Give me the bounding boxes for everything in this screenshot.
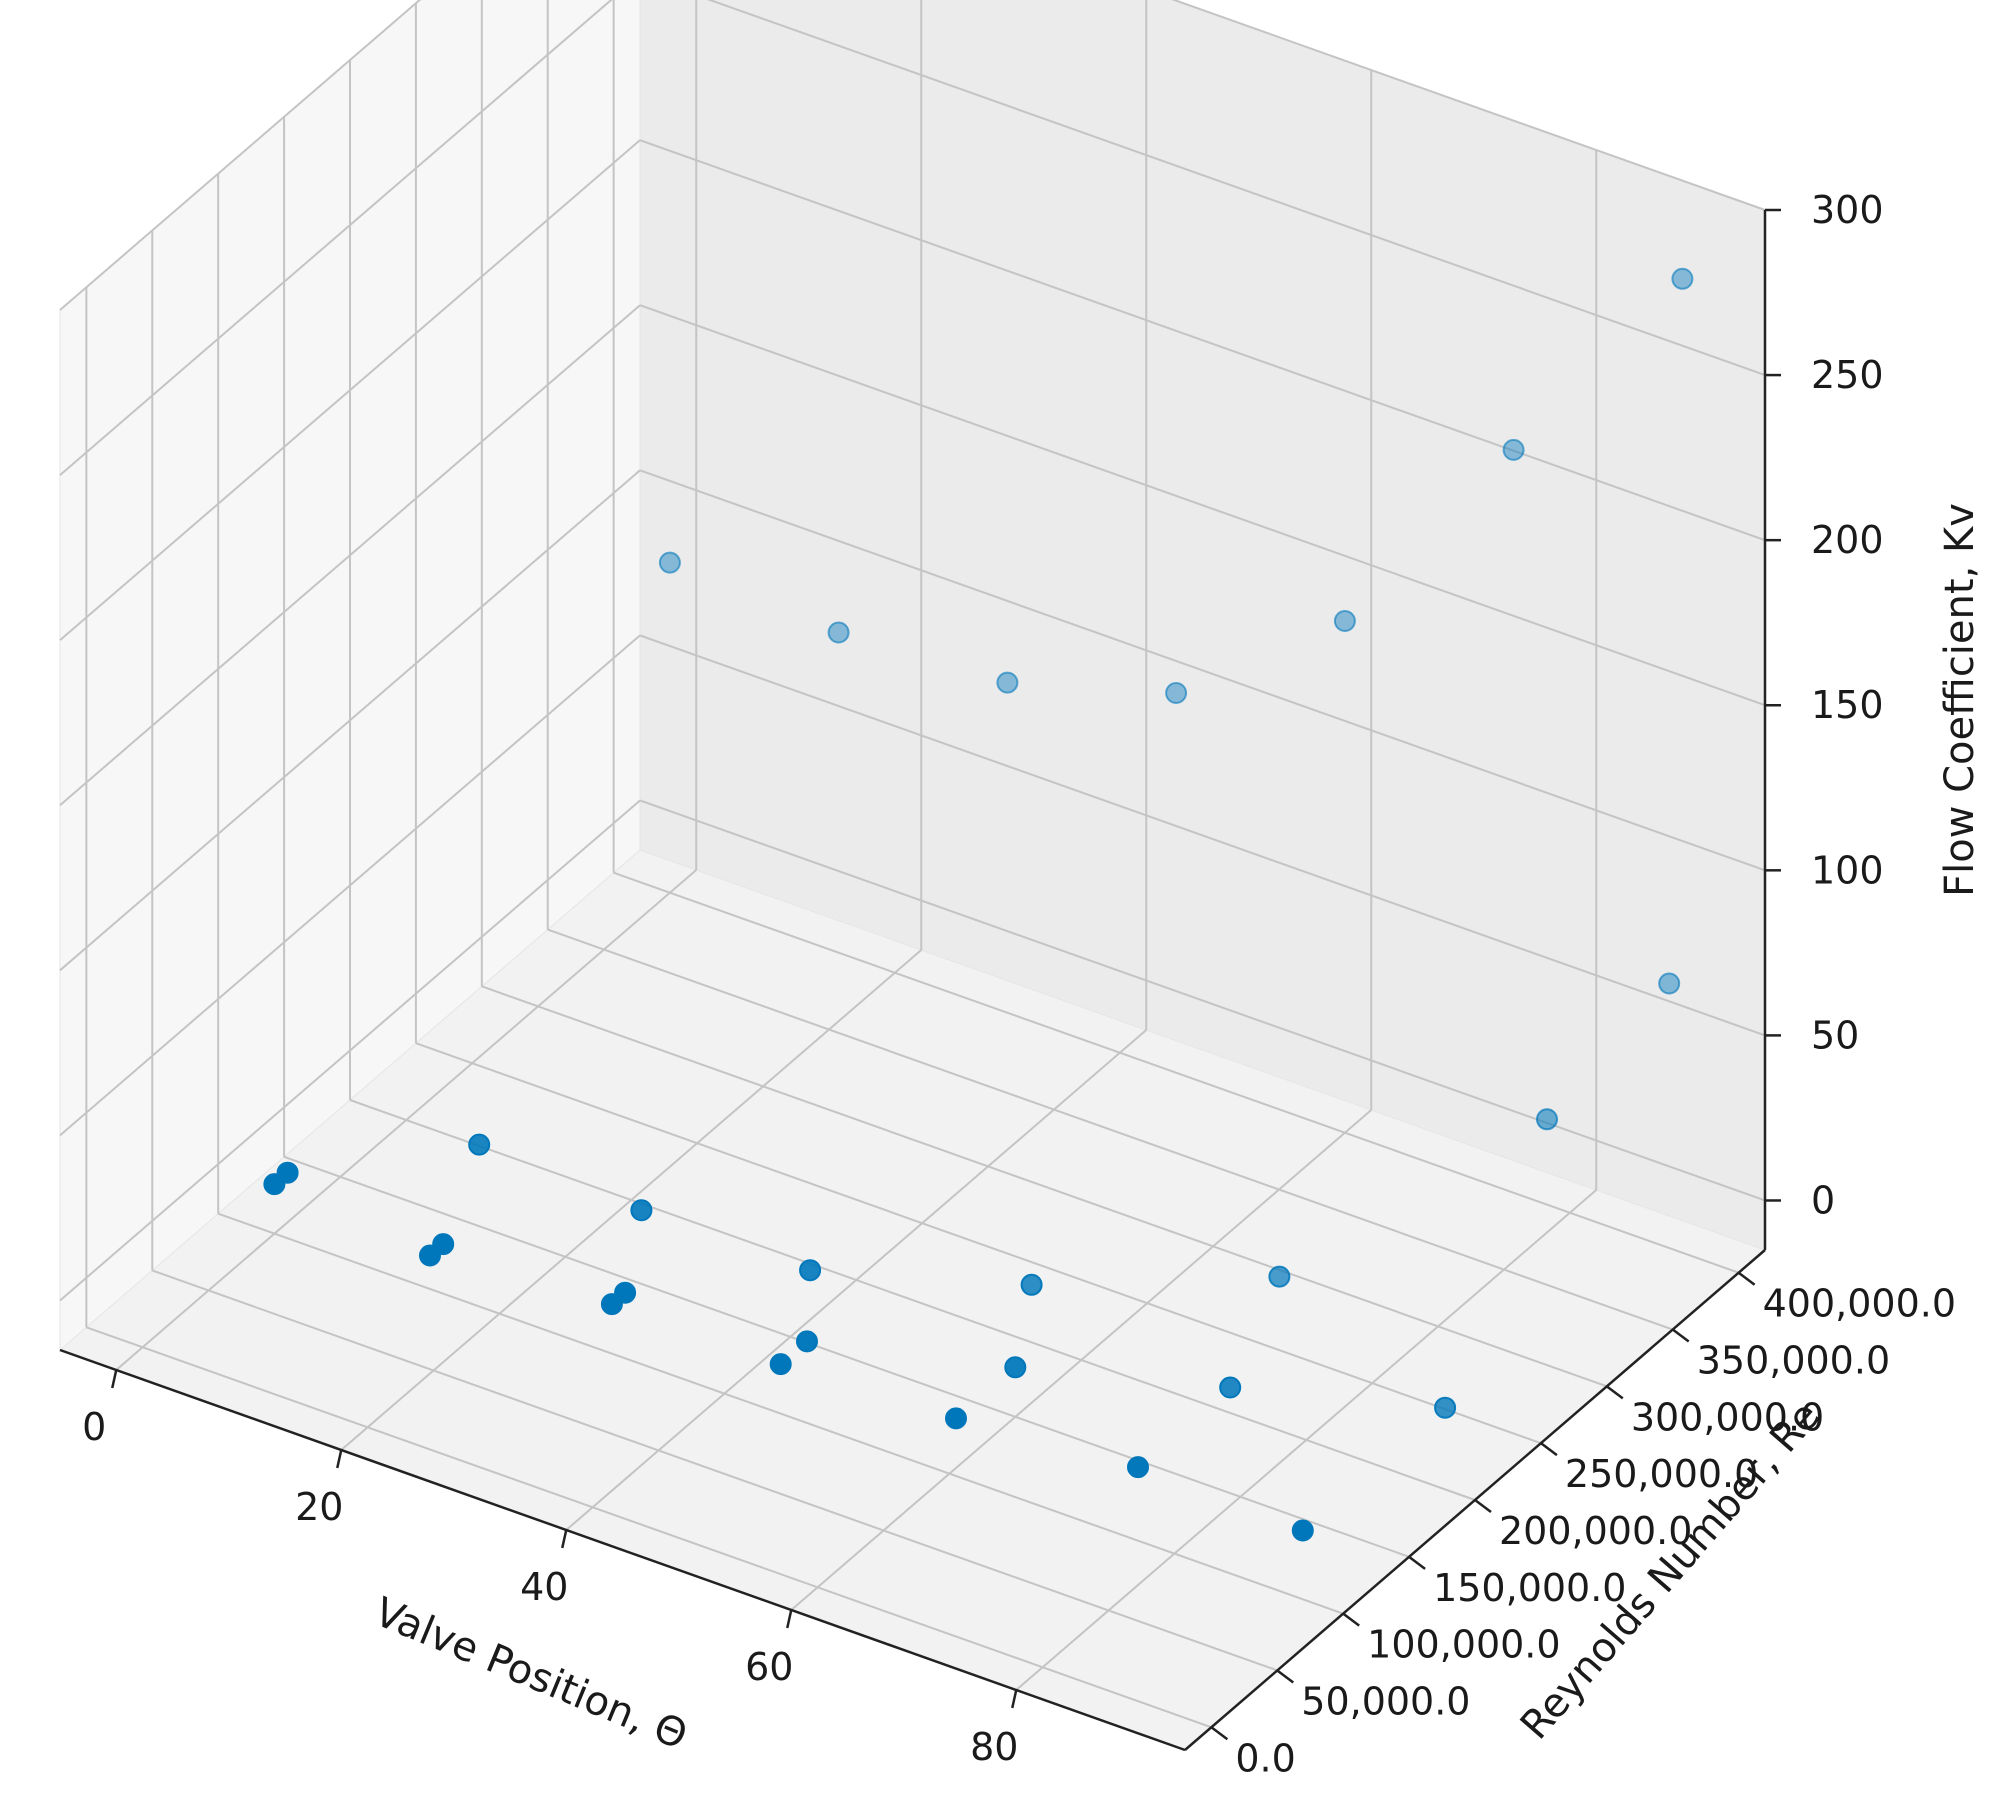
y-tick [1737, 1271, 1756, 1286]
y-tick [1474, 1499, 1492, 1513]
z-tick-label: 300 [1811, 188, 1884, 232]
grid-line-z-back [639, 469, 1766, 872]
tick-marks [111, 208, 1781, 1741]
data-point [1333, 610, 1356, 632]
grid-line-z-left [59, 0, 613, 476]
grid-line-y-floor [481, 985, 1608, 1388]
z-tick-label: 250 [1811, 353, 1884, 397]
x-tick-label: 60 [745, 1645, 793, 1689]
z-tick-label: 150 [1811, 683, 1884, 727]
data-point [1291, 1519, 1314, 1542]
z-tick-label: 200 [1811, 518, 1884, 562]
y-tick [1276, 1669, 1295, 1684]
data-point [263, 1173, 286, 1196]
grid-line-y-floor [86, 1326, 1212, 1729]
y-tick [1342, 1612, 1360, 1627]
x-tick-label: 0 [82, 1405, 106, 1449]
grid-line-y-floor [217, 1212, 1344, 1615]
grid-line-z-back [1171, 0, 1766, 211]
grid-line-z-left [59, 634, 641, 1137]
grid-line-z-left [59, 799, 641, 1302]
grid-line-z-left [59, 469, 641, 972]
z-tick-label: 100 [1811, 848, 1884, 892]
data-point [1434, 1396, 1457, 1419]
data-point [1127, 1456, 1149, 1479]
data-point [419, 1244, 441, 1267]
y-tick [1671, 1328, 1690, 1343]
z-tick-label: 50 [1811, 1013, 1859, 1057]
data-point [945, 1407, 967, 1430]
y-tick-label: 0.0 [1235, 1736, 1295, 1780]
data-point [1268, 1265, 1291, 1288]
x-tick [786, 1609, 793, 1629]
grid-lines [59, 0, 1766, 1729]
y-tick [1540, 1442, 1558, 1457]
data-point [1004, 1356, 1027, 1379]
data-point [827, 621, 850, 644]
data-points [263, 267, 1694, 1542]
data-point [658, 551, 681, 574]
x-axis-line [59, 1348, 1186, 1752]
x-tick-label: 80 [970, 1725, 1018, 1769]
y-tick-label: 50,000.0 [1301, 1679, 1470, 1723]
z-axis-label: Flow Coefficient, Kv [1937, 503, 1983, 897]
grid-line-z-left [59, 0, 422, 311]
x-tick [336, 1449, 343, 1469]
data-point [600, 1293, 623, 1316]
y-tick-label: 150,000.0 [1433, 1566, 1626, 1610]
grid-line-z-back [639, 139, 1766, 542]
grid-line-y-floor [349, 1099, 1476, 1501]
data-point [769, 1353, 792, 1376]
data-point [1658, 972, 1681, 995]
y-tick [1408, 1555, 1426, 1570]
x-tick [111, 1369, 118, 1389]
data-point [1671, 267, 1694, 290]
data-point [1219, 1376, 1242, 1399]
grid-line-y-floor [283, 1155, 1410, 1558]
grid-line-y-floor [613, 871, 1739, 1274]
data-point [468, 1133, 491, 1156]
grid-line-z-left [59, 139, 641, 641]
data-point [1502, 438, 1525, 461]
data-point [1536, 1108, 1558, 1131]
y-tick [1606, 1385, 1624, 1400]
y-tick-label: 100,000.0 [1367, 1623, 1560, 1667]
data-point [799, 1259, 822, 1282]
grid-line-y-floor [415, 1042, 1542, 1445]
grid-line-z-back [707, 0, 1766, 377]
data-point [796, 1330, 818, 1353]
x-tick [1011, 1689, 1018, 1709]
grid-line-y-floor [547, 928, 1674, 1331]
data-point [1165, 682, 1188, 704]
grid-line-z-back [639, 799, 1766, 1202]
x-tick-label: 40 [520, 1565, 568, 1609]
y-tick-label: 400,000.0 [1763, 1282, 1956, 1326]
data-point [996, 671, 1019, 694]
data-point [630, 1199, 653, 1222]
grid-line-z-back [639, 304, 1766, 707]
y-tick-label: 250,000.0 [1565, 1452, 1758, 1496]
grid-line-z-left [59, 304, 641, 806]
z-tick-label: 0 [1811, 1178, 1835, 1222]
y-tick-label: 200,000.0 [1499, 1509, 1692, 1553]
grid-line-z-back [639, 634, 1766, 1037]
x-tick-label: 20 [295, 1485, 343, 1529]
y-tick [1210, 1726, 1229, 1741]
y-tick-label: 300,000.0 [1631, 1395, 1824, 1439]
y-tick-label: 350,000.0 [1697, 1339, 1890, 1383]
grid-line-y-floor [151, 1269, 1278, 1672]
x-axis-label: Valve Position, Θ [368, 1589, 694, 1759]
data-point [1020, 1273, 1043, 1296]
tick-labels: 0 20 40 60 80 0.050,000.0 100,000.0 150,000.0 20… [82, 188, 1956, 1780]
x-tick [561, 1529, 568, 1549]
